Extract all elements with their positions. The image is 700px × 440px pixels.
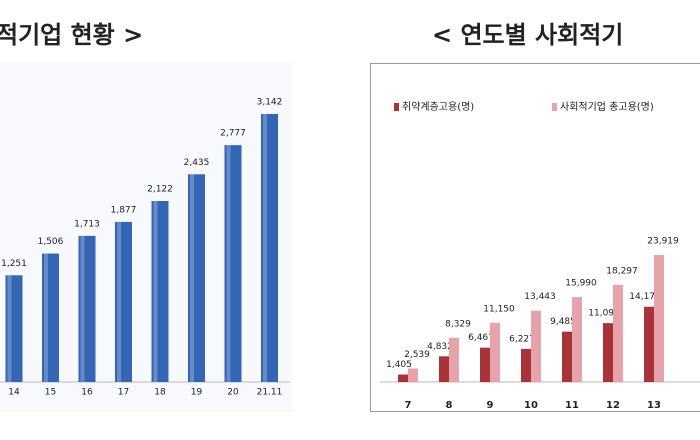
value-label: 8,329 — [445, 319, 471, 329]
value-label: 1,251 — [1, 259, 27, 269]
bar — [572, 297, 582, 382]
bar-highlight — [7, 275, 12, 382]
bar — [644, 306, 654, 382]
bar — [521, 348, 531, 382]
legend-label: 사회적기업 총고용(명) — [560, 100, 654, 113]
bar — [613, 284, 623, 382]
bar-highlight — [263, 114, 267, 382]
value-label: 15,990 — [565, 279, 597, 289]
value-label: 11,150 — [483, 304, 515, 314]
bar — [78, 235, 96, 382]
bar-highlight — [226, 145, 231, 382]
value-label: 1,506 — [38, 237, 64, 247]
value-label: 1,405 — [386, 360, 412, 370]
x-tick-label: 20 — [227, 388, 239, 398]
value-label: 6,467 — [468, 333, 494, 343]
x-tick-label: 10 — [524, 400, 538, 411]
x-tick-label: 16 — [81, 388, 93, 398]
bar — [490, 322, 500, 382]
value-label: 2,122 — [147, 185, 173, 195]
legend-swatch — [394, 103, 399, 111]
x-tick-label: 7 — [405, 400, 412, 411]
bar — [398, 374, 408, 382]
bar — [42, 253, 59, 382]
bar — [603, 323, 613, 382]
bar-highlight — [190, 174, 194, 382]
bar — [224, 145, 242, 382]
bar — [562, 331, 572, 382]
x-tick-label: 8 — [446, 400, 453, 411]
value-label: 2,435 — [184, 158, 210, 168]
bar — [261, 114, 278, 382]
x-tick-label: 21.11 — [257, 388, 283, 398]
bar — [439, 356, 449, 382]
value-label: 14,179 — [629, 292, 661, 302]
x-tick-label: 19 — [191, 388, 203, 398]
bar-highlight — [80, 235, 85, 382]
value-label: 1,713 — [74, 219, 100, 229]
bar — [188, 174, 205, 382]
bar — [480, 347, 490, 382]
bar — [654, 255, 664, 382]
legend-swatch — [552, 103, 557, 111]
x-tick-label: 14 — [8, 388, 20, 398]
value-label: 18,297 — [606, 266, 638, 276]
bar — [115, 221, 132, 382]
value-label: 1,877 — [111, 205, 137, 215]
chart-title: 적기업 현황 > — [0, 21, 143, 49]
x-tick-label: 9 — [487, 400, 494, 411]
value-label: 9,485 — [550, 317, 576, 327]
bar-highlight — [153, 201, 158, 382]
bar-highlight — [44, 253, 48, 382]
legend-label: 취약계층고용(명) — [402, 101, 474, 113]
value-label: 6,227 — [509, 334, 535, 344]
bar — [5, 275, 23, 382]
value-label: 13,443 — [524, 292, 556, 302]
bar — [531, 310, 541, 382]
value-label: 11,091 — [588, 309, 620, 319]
x-tick-label: 17 — [118, 388, 129, 398]
x-tick-label: 13 — [647, 400, 661, 411]
value-label: 4,832 — [427, 342, 453, 352]
value-label: 23,919 — [647, 237, 679, 247]
x-tick-label: 18 — [154, 388, 166, 398]
x-tick-label: 11 — [565, 400, 579, 411]
bar — [449, 337, 459, 382]
value-label: 3,142 — [257, 98, 283, 108]
value-label: 2,539 — [404, 350, 430, 360]
value-label: 2,777 — [220, 129, 246, 139]
x-tick-label: 15 — [45, 388, 56, 398]
bar-highlight — [117, 221, 121, 382]
bar — [151, 201, 169, 382]
chart-title: < 연도별 사회적기 — [432, 21, 623, 49]
bar — [408, 368, 418, 382]
x-tick-label: 12 — [606, 400, 620, 411]
